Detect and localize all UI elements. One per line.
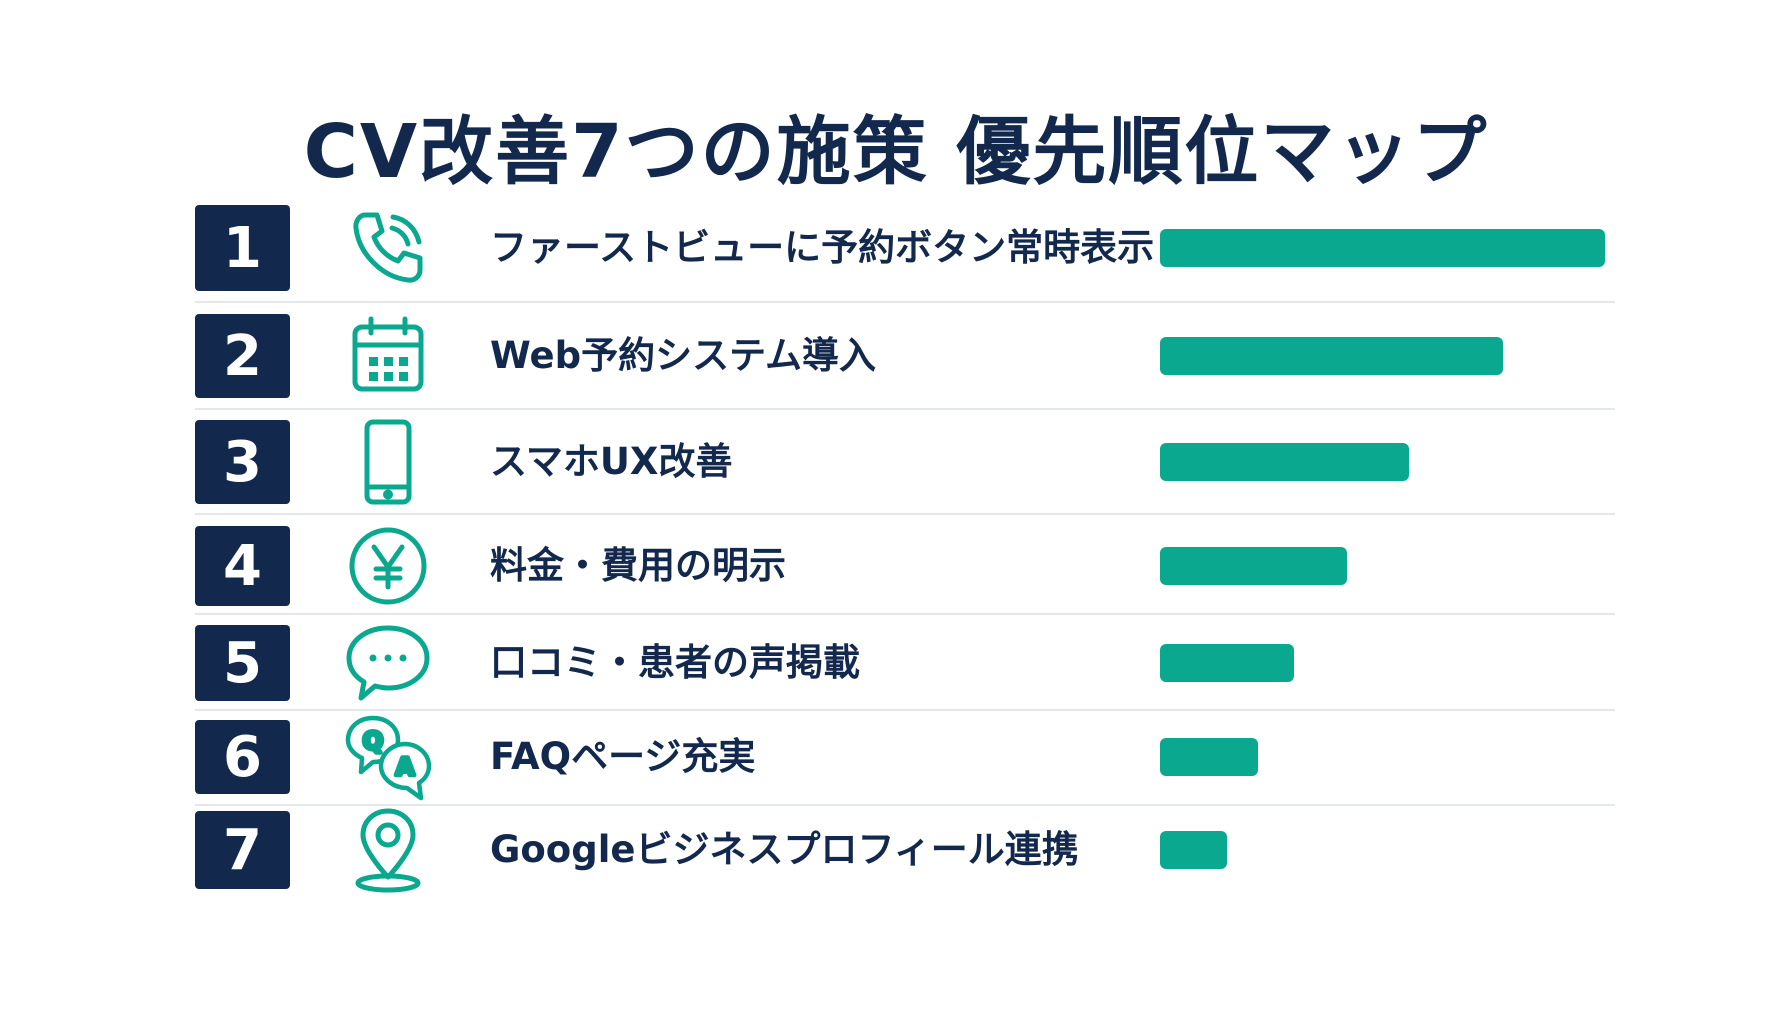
row-divider <box>195 408 1615 410</box>
row-divider <box>195 513 1615 515</box>
priority-bar <box>1160 644 1294 682</box>
rank-badge: 5 <box>195 625 290 701</box>
priority-bar <box>1160 443 1409 481</box>
row-divider <box>195 613 1615 615</box>
rank-badge: 7 <box>195 811 290 889</box>
category-label: ファーストビューに予約ボタン常時表示 <box>490 226 1155 269</box>
chart-title: CV改善7つの施策 優先順位マップ <box>303 109 1489 195</box>
row-divider <box>195 804 1615 806</box>
row-divider <box>195 709 1615 711</box>
category-label: 料金・費用の明示 <box>490 544 786 587</box>
category-label: Web予約システム導入 <box>490 334 876 377</box>
priority-bar <box>1160 831 1227 869</box>
phone-icon <box>343 203 433 293</box>
category-label: 口コミ・患者の声掲載 <box>490 641 860 684</box>
qa-a-letter: A <box>396 753 415 781</box>
category-label: スマホUX改善 <box>490 440 733 483</box>
rank-badge: 4 <box>195 526 290 606</box>
priority-bar <box>1160 337 1503 375</box>
category-label: Googleビジネスプロフィール連携 <box>490 828 1079 871</box>
row-divider <box>195 301 1615 303</box>
rank-badge: 2 <box>195 314 290 398</box>
priority-bar <box>1160 738 1258 776</box>
yen-coin-icon <box>343 521 433 611</box>
priority-bar <box>1160 547 1347 585</box>
calendar-icon <box>343 311 433 401</box>
qa-q-letter: Q <box>363 727 383 755</box>
priority-bar <box>1160 229 1605 267</box>
rank-badge: 6 <box>195 720 290 794</box>
speech-bubble-icon <box>343 618 433 708</box>
smartphone-icon <box>343 417 433 507</box>
rank-badge: 1 <box>195 205 290 291</box>
category-label: FAQページ充実 <box>490 735 756 778</box>
map-pin-icon <box>343 805 433 895</box>
rank-badge: 3 <box>195 420 290 504</box>
